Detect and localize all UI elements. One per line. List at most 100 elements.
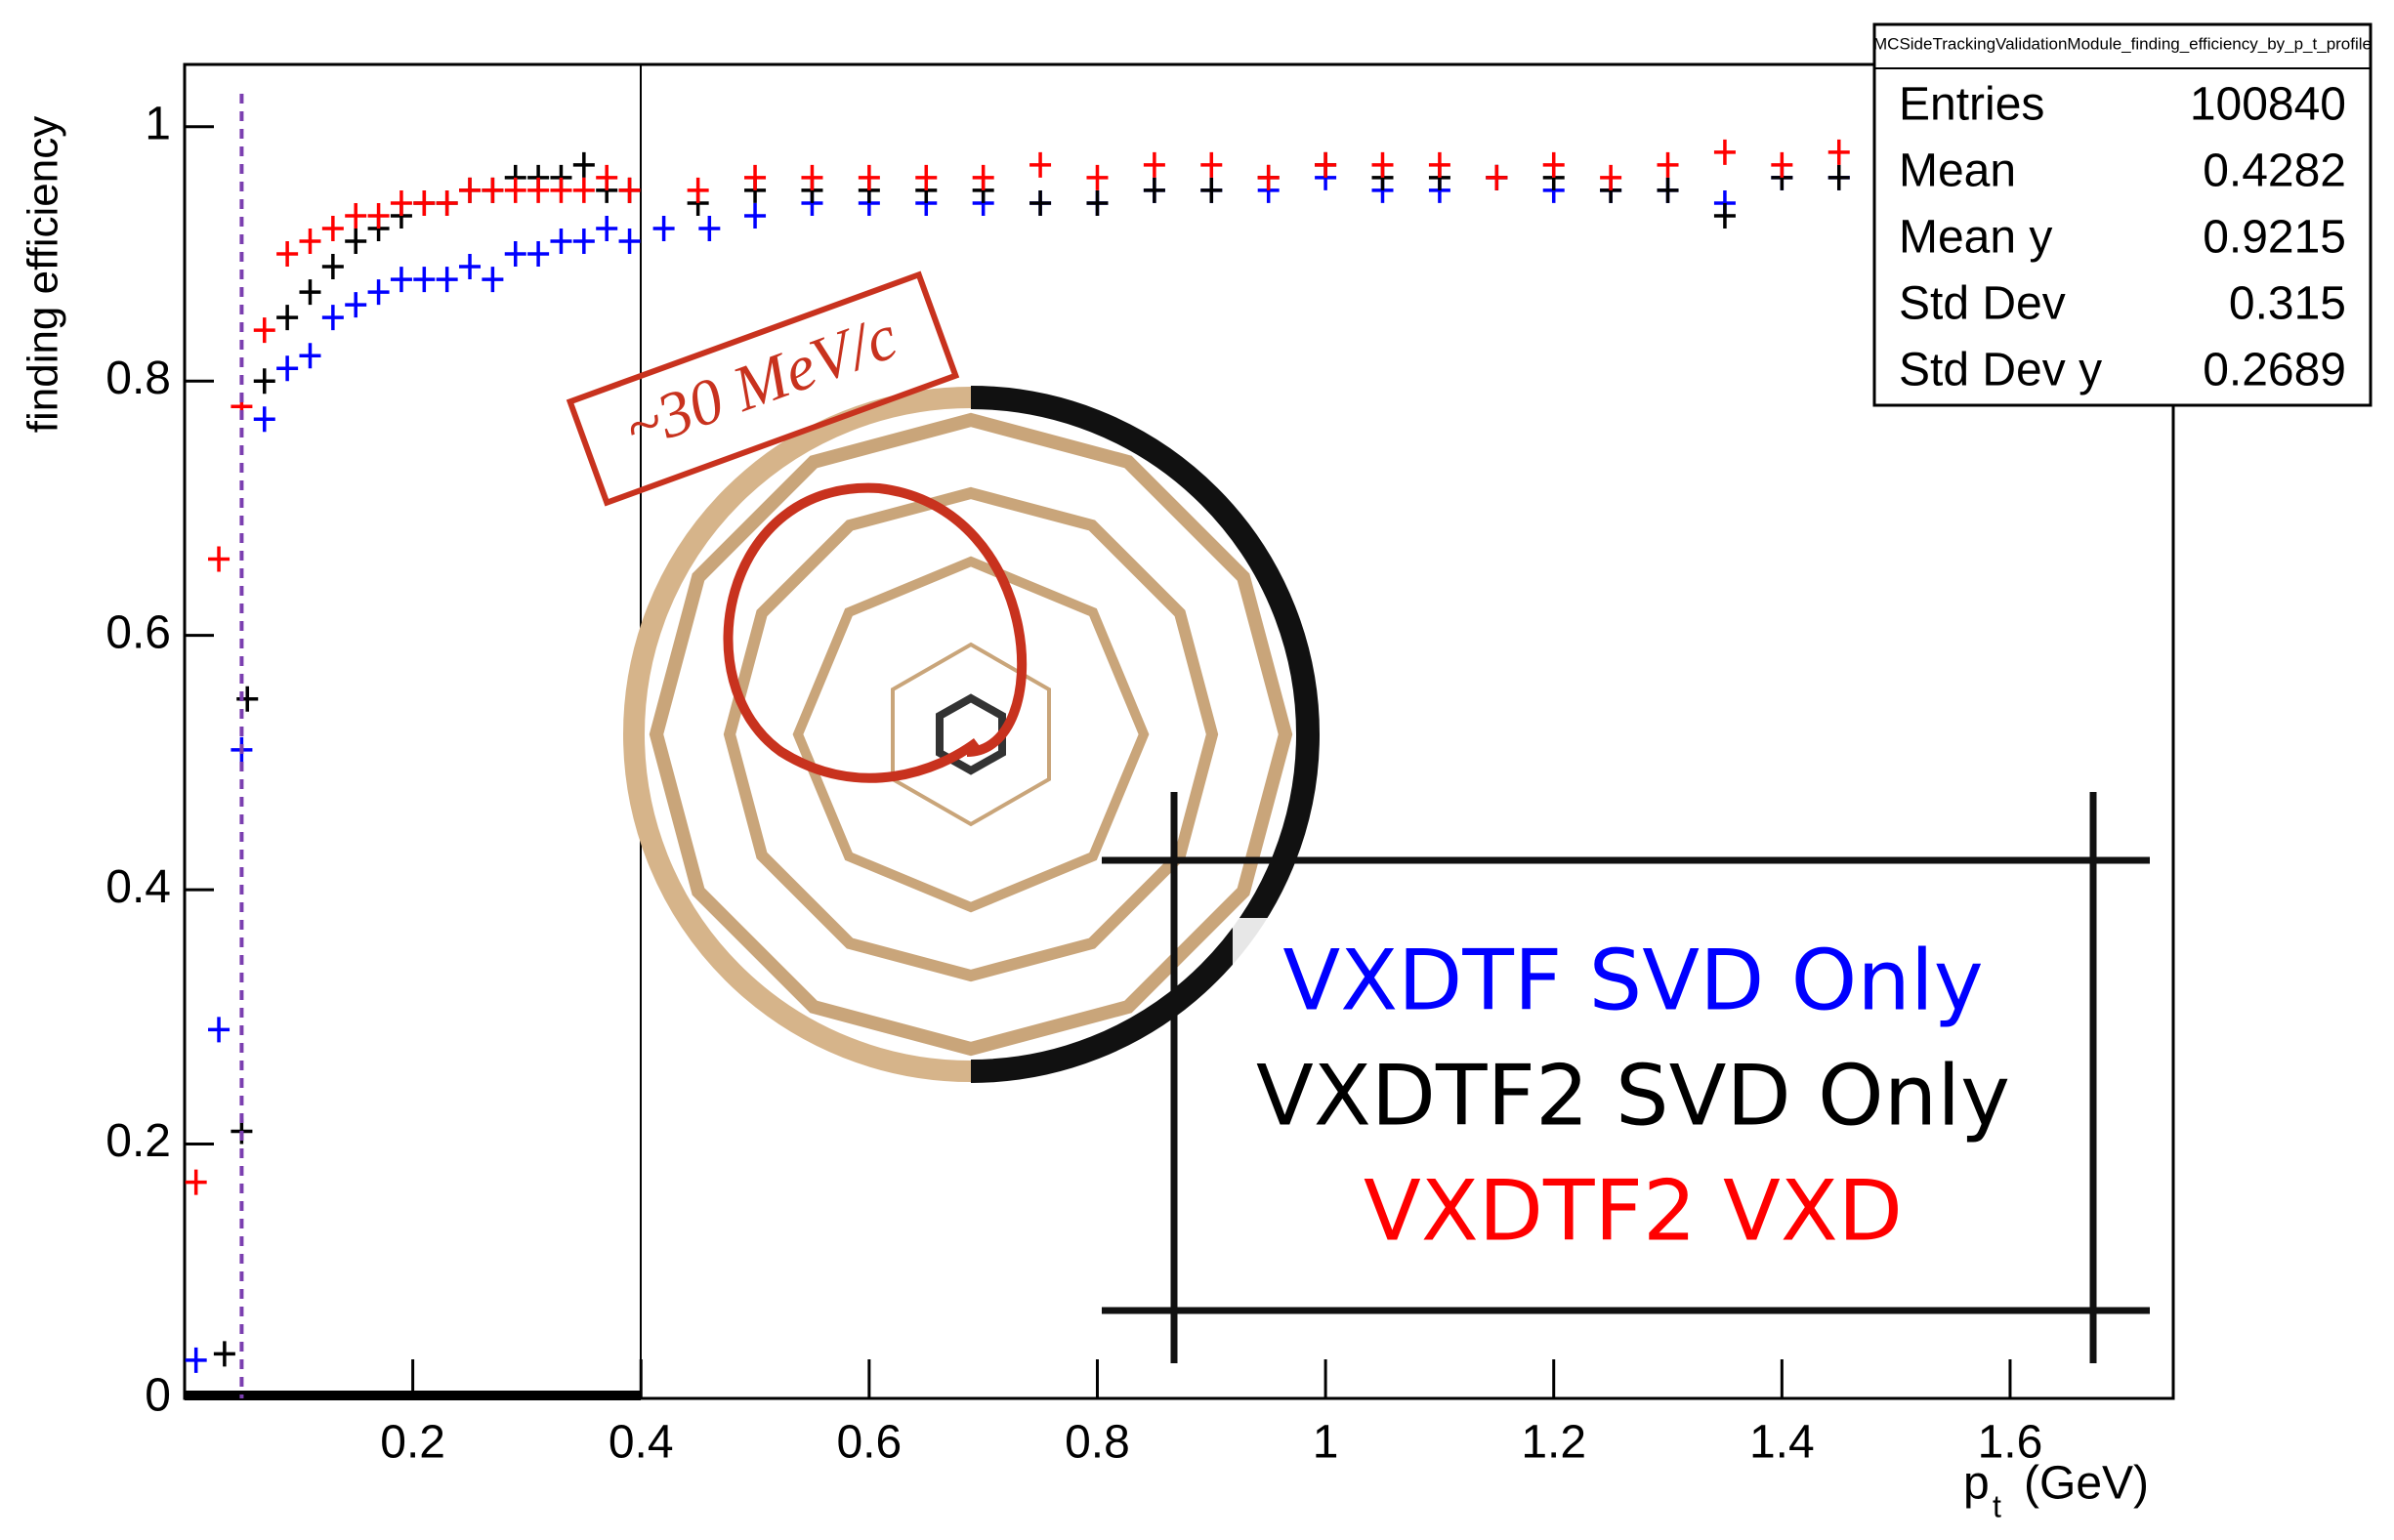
- data-point: [744, 203, 766, 229]
- data-point: [368, 279, 390, 305]
- data-point: [322, 305, 344, 330]
- data-point: [391, 267, 412, 292]
- annotation: ~30 MeV/c: [615, 301, 906, 465]
- data-point: [482, 267, 503, 292]
- data-point: [1029, 190, 1051, 216]
- x-tick-label: 0.6: [836, 1417, 902, 1469]
- data-point: [208, 1017, 230, 1042]
- stats-value: 0.9215: [2203, 212, 2346, 264]
- data-point: [1543, 152, 1565, 178]
- data-point: [299, 229, 320, 254]
- stats-label: Mean: [1899, 146, 2016, 197]
- legend-entry: VXDTF2 SVD Only: [1256, 1047, 2010, 1145]
- stats-title: MCSideTrackingValidationModule_finding_e…: [1873, 34, 2372, 53]
- data-point: [1258, 165, 1280, 190]
- data-point: [1086, 190, 1108, 216]
- data-point: [254, 317, 275, 343]
- data-point: [1658, 152, 1679, 178]
- data-point: [550, 229, 571, 254]
- stats-label: Mean y: [1899, 212, 2052, 264]
- data-point: [437, 267, 458, 292]
- data-point: [505, 241, 526, 267]
- stats-value: 0.2689: [2203, 345, 2346, 396]
- x-tick-label: 1.2: [1521, 1417, 1586, 1469]
- data-point: [208, 547, 230, 572]
- x-tick-label: 0.4: [609, 1417, 674, 1469]
- stats-value: 0.315: [2229, 278, 2346, 330]
- x-tick-label: 0.8: [1065, 1417, 1130, 1469]
- data-point: [573, 178, 595, 203]
- data-point: [1029, 152, 1051, 178]
- data-point: [391, 190, 412, 216]
- data-point: [573, 152, 595, 178]
- data-point: [322, 216, 344, 241]
- data-point: [1600, 165, 1621, 190]
- data-point: [596, 165, 617, 190]
- data-point: [596, 216, 617, 241]
- detector-illustration: [634, 397, 1308, 1071]
- data-point: [345, 292, 366, 317]
- data-point: [1429, 152, 1450, 178]
- x-tick-label: 1.4: [1749, 1417, 1815, 1469]
- stats-label: Std Dev y: [1899, 345, 2102, 396]
- data-point: [322, 254, 344, 279]
- x-tick-label: 1: [1313, 1417, 1339, 1469]
- data-point: [1658, 178, 1679, 203]
- stats-label: Entries: [1899, 79, 2044, 131]
- data-point: [1714, 140, 1736, 165]
- data-point: [276, 305, 298, 330]
- data-point: [299, 343, 320, 368]
- y-tick-label: 0.6: [105, 606, 171, 658]
- data-point: [299, 279, 320, 305]
- y-tick-label: 0.4: [105, 861, 171, 913]
- data-point: [345, 203, 366, 229]
- data-point: [527, 178, 549, 203]
- data-point: [1200, 178, 1222, 203]
- data-point: [1828, 165, 1850, 190]
- data-point: [459, 178, 481, 203]
- x-axis-label-subscript: t: [1993, 1488, 2001, 1523]
- data-point: [915, 165, 937, 190]
- data-point: [254, 406, 275, 432]
- data-point: [619, 229, 641, 254]
- data-point: [573, 229, 595, 254]
- legend-entry: VXDTF2 VXD: [1364, 1162, 1903, 1260]
- data-point: [345, 229, 366, 254]
- data-point: [973, 165, 994, 190]
- data-point: [276, 355, 298, 381]
- data-point: [550, 178, 571, 203]
- x-tick-label: 0.2: [380, 1417, 445, 1469]
- data-point: [368, 203, 390, 229]
- data-point: [688, 178, 709, 203]
- y-tick-label: 0: [145, 1370, 171, 1422]
- data-point: [437, 190, 458, 216]
- data-point: [801, 165, 822, 190]
- stats-value: 0.4282: [2203, 146, 2346, 197]
- data-point: [1086, 165, 1108, 190]
- data-point: [1144, 178, 1165, 203]
- data-point: [214, 1341, 235, 1366]
- y-tick-label: 0.8: [105, 353, 171, 404]
- data-point: [186, 1348, 207, 1373]
- data-point: [859, 165, 880, 190]
- data-point: [698, 216, 720, 241]
- data-point: [482, 178, 503, 203]
- data-point: [1828, 140, 1850, 165]
- data-point: [1714, 203, 1736, 229]
- data-point: [653, 216, 675, 241]
- data-point: [1771, 152, 1792, 178]
- y-axis-label: finding efficiency: [20, 116, 67, 434]
- data-point: [413, 190, 435, 216]
- data-point: [744, 165, 766, 190]
- data-point: [619, 178, 641, 203]
- data-point: [1144, 152, 1165, 178]
- data-point: [1200, 152, 1222, 178]
- y-tick-label: 0.2: [105, 1115, 171, 1167]
- data-point: [505, 178, 526, 203]
- chart: ~30 MeV/c VXDTF SVD OnlyVXDTF2 SVD OnlyV…: [0, 0, 2394, 1535]
- data-point: [459, 254, 481, 279]
- data-point: [527, 241, 549, 267]
- data-point: [186, 1170, 207, 1195]
- data-point: [413, 267, 435, 292]
